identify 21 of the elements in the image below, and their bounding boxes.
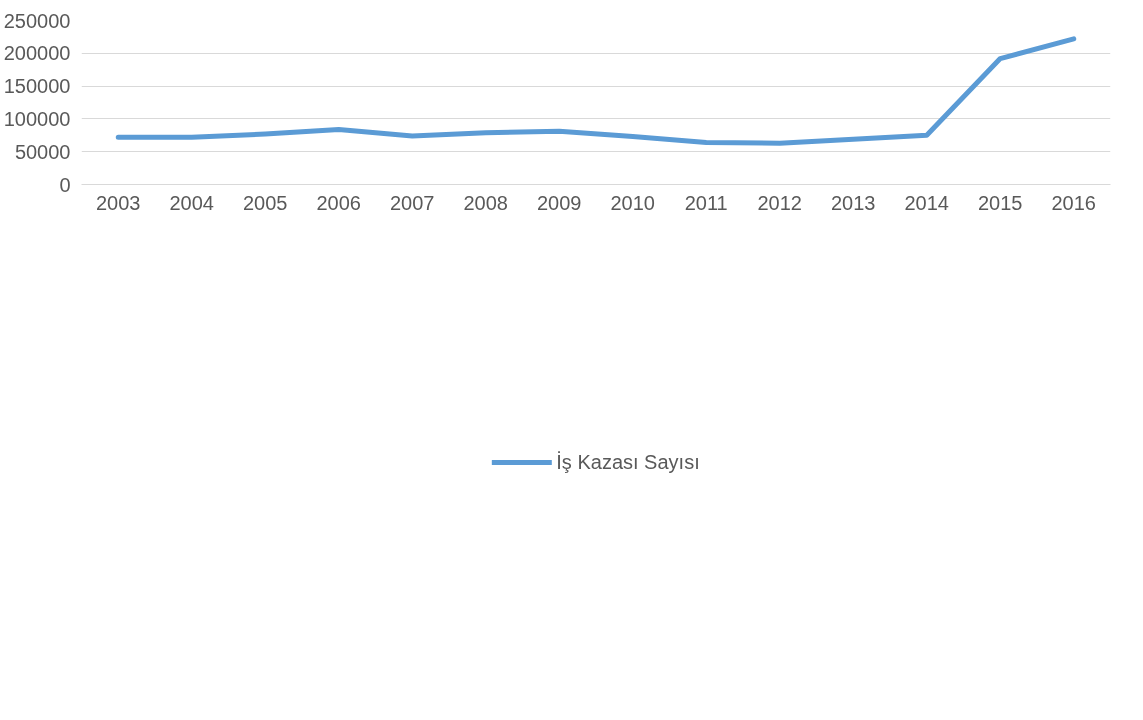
x-tick-label: 2013 — [831, 191, 876, 214]
y-tick-label: 250000 — [3, 9, 71, 32]
y-tick-label: 150000 — [3, 75, 71, 98]
x-tick-label: 2011 — [684, 191, 728, 214]
legend-label: İş Kazası Sayısı — [556, 450, 700, 474]
y-tick-label: 0 — [59, 173, 71, 196]
x-tick-label: 2015 — [978, 191, 1023, 214]
x-tick-label: 2007 — [390, 191, 435, 214]
x-tick-label: 2014 — [904, 191, 949, 214]
x-tick-label: 2016 — [1051, 191, 1096, 214]
x-tick-label: 2012 — [757, 191, 802, 214]
x-tick-label: 2006 — [316, 191, 361, 214]
x-tick-label: 2010 — [610, 191, 655, 214]
x-tick-label: 2009 — [537, 191, 582, 214]
y-tick-label: 200000 — [3, 42, 71, 65]
y-tick-label: 100000 — [3, 107, 71, 130]
x-tick-label: 2003 — [96, 191, 141, 214]
y-tick-label: 50000 — [14, 140, 71, 163]
x-tick-label: 2004 — [169, 191, 214, 214]
x-tick-label: 2005 — [243, 191, 288, 214]
x-tick-label: 2008 — [463, 191, 508, 214]
